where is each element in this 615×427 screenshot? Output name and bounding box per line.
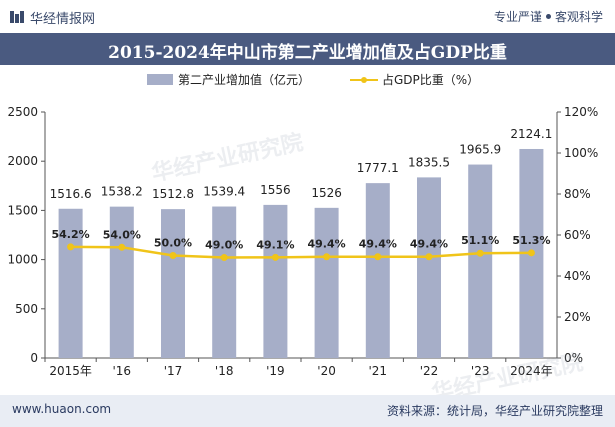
legend-marker-line	[361, 77, 367, 83]
brand-name: 华经情报网	[30, 12, 96, 27]
line-series	[70, 245, 532, 259]
bar-value-label: 2124.1	[510, 127, 552, 141]
line-point	[323, 253, 331, 261]
x-tick-label: '22	[420, 364, 439, 378]
x-tick-label: '23	[471, 364, 490, 378]
x-tick-label: '21	[369, 364, 388, 378]
bar	[109, 206, 134, 358]
bar	[468, 164, 493, 358]
line-value-label: 49.0%	[205, 239, 243, 252]
y-right-tick-label: 40%	[564, 269, 591, 283]
line-point	[425, 253, 433, 261]
y-right-tick-label: 0%	[564, 351, 583, 365]
line-point	[118, 243, 126, 251]
bar	[365, 183, 390, 358]
line-value-label: 51.3%	[512, 234, 550, 247]
footer-bar	[0, 395, 615, 427]
y-left-tick-label: 1000	[7, 253, 38, 267]
bar-value-label: 1512.8	[152, 187, 194, 201]
bar	[417, 177, 441, 358]
y-right-tick-label: 20%	[564, 310, 591, 324]
legend-label-line: 占GDP比重（%）	[382, 72, 479, 87]
top-bar: 华经情报网 专业严谨 客观科学	[0, 0, 615, 33]
line-point	[169, 252, 177, 259]
x-tick-label: '19	[266, 364, 285, 378]
line-point	[527, 249, 535, 257]
line-value-label: 50.0%	[154, 237, 192, 250]
y-left-tick-label: 2000	[7, 154, 38, 168]
y-right-tick-label: 60%	[564, 228, 591, 242]
slogan-b: 客观科学	[554, 10, 603, 24]
bar-value-label: 1556	[260, 183, 291, 197]
x-tick-label: '17	[164, 364, 183, 378]
line-value-label: 49.1%	[256, 238, 294, 251]
y-left-tick-label: 0	[30, 351, 38, 365]
y-left-tick-label: 500	[15, 302, 38, 316]
line-value-label: 49.4%	[308, 238, 346, 251]
title-bar	[0, 33, 615, 65]
x-tick-label: 2024年	[510, 364, 553, 378]
chart-title: 2015-2024年中山市第二产业增加值及占GDP比重	[108, 43, 507, 63]
bar-value-label: 1965.9	[459, 143, 501, 157]
line-value-label: 49.4%	[410, 238, 448, 251]
chart: 第二产业增加值（亿元） 占GDP比重（%） 0 500 1000 1500 2000 2500…	[7, 72, 598, 378]
y-left-tick-label: 2500	[7, 105, 38, 119]
bar-value-label: 1777.1	[357, 161, 399, 175]
x-tick-label: '16	[113, 364, 132, 378]
bar	[314, 207, 339, 358]
line-value-label: 54.0%	[103, 228, 141, 241]
bar-value-label: 1539.4	[203, 185, 245, 199]
y-right-tick-label: 100%	[564, 146, 598, 160]
bar-value-label: 1538.2	[101, 185, 143, 199]
x-tick-label: 2015年	[49, 364, 92, 378]
y-left-tick-label: 1500	[7, 203, 38, 217]
line-point	[67, 243, 75, 251]
line-value-label: 54.2%	[52, 228, 90, 241]
line-point	[374, 253, 382, 261]
slogan-a: 专业严谨	[493, 10, 542, 24]
footer-url[interactable]: www.huaon.com	[12, 402, 112, 416]
logo-icon	[10, 11, 24, 23]
bar	[263, 204, 288, 358]
slogan: 专业严谨 客观科学	[494, 8, 603, 25]
x-tick-label: '20	[317, 364, 336, 378]
slogan-dot	[545, 14, 551, 19]
line-point	[271, 253, 279, 261]
bar-value-label: 1526	[311, 186, 342, 200]
bar	[161, 209, 185, 358]
x-tick-label: '18	[215, 364, 234, 378]
bar	[212, 206, 237, 358]
legend-swatch-bar	[147, 74, 173, 85]
y-right-tick-label: 80%	[564, 187, 591, 201]
line-point	[476, 249, 484, 257]
legend-label-bar: 第二产业增加值（亿元）	[178, 72, 310, 87]
bar-value-label: 1516.6	[50, 187, 92, 201]
y-right-tick-label: 120%	[564, 105, 598, 119]
line-point	[220, 254, 228, 262]
bar-value-label: 1835.5	[408, 155, 450, 169]
bar	[58, 208, 83, 358]
line-value-label: 51.1%	[461, 234, 499, 247]
footer-source: 资料来源：统计局，华经产业研究院整理	[386, 404, 603, 418]
line-value-label: 49.4%	[359, 238, 397, 251]
